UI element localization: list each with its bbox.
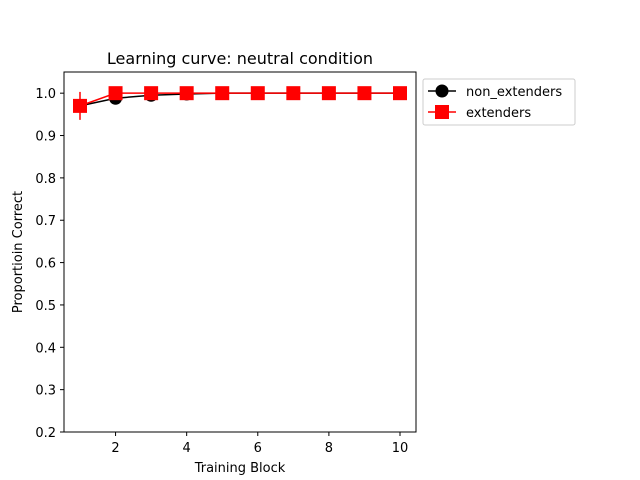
y-tick-label: 1.0 — [35, 87, 56, 102]
data-point-extenders — [357, 86, 372, 101]
series-line-non-extenders — [79, 92, 400, 107]
legend-marker-circle-icon — [435, 84, 449, 98]
legend: non_extenders extenders — [422, 78, 576, 126]
y-tick-label: 0.6 — [35, 257, 56, 272]
y-tick-label: 0.3 — [35, 384, 56, 399]
series-line-extenders — [79, 92, 400, 107]
x-axis-label: Training Block — [194, 461, 286, 476]
data-point-extenders — [73, 98, 87, 113]
legend-label-non-extenders: non_extenders — [466, 85, 562, 100]
y-axis: 0.2 0.3 0.4 0.5 0.6 0.7 0.8 0.9 1.0 — [35, 87, 64, 441]
x-tick-label: 2 — [111, 441, 119, 456]
data-point-extenders — [215, 86, 230, 101]
series-non-extenders — [73, 86, 407, 113]
x-tick-label: 8 — [325, 441, 333, 456]
x-tick-label: 10 — [392, 441, 409, 456]
plot-frame — [63, 71, 417, 433]
chart-title: Learning curve: neutral condition — [107, 49, 373, 68]
x-tick-label: 6 — [254, 441, 262, 456]
data-point-extenders — [393, 86, 407, 101]
series-extenders — [73, 86, 407, 120]
y-axis-label: Proportioin Correct — [11, 191, 26, 313]
legend-label-extenders: extenders — [466, 106, 531, 121]
x-axis: 2 4 6 8 10 — [111, 432, 408, 456]
data-point-extenders — [108, 86, 123, 101]
data-point-extenders — [321, 86, 336, 101]
x-tick-label: 4 — [183, 441, 191, 456]
y-tick-label: 0.5 — [35, 299, 56, 314]
legend-marker-square-icon — [435, 105, 449, 119]
y-tick-label: 0.4 — [35, 341, 56, 356]
data-point-extenders — [250, 86, 265, 101]
data-point-extenders — [286, 86, 301, 101]
y-tick-label: 0.7 — [35, 214, 56, 229]
y-tick-label: 0.2 — [35, 426, 56, 441]
data-point-extenders — [144, 86, 159, 101]
y-tick-label: 0.9 — [35, 130, 56, 145]
y-tick-label: 0.8 — [35, 172, 56, 187]
legend-frame — [422, 78, 576, 126]
plot-area — [73, 86, 407, 120]
data-point-extenders — [179, 86, 194, 101]
